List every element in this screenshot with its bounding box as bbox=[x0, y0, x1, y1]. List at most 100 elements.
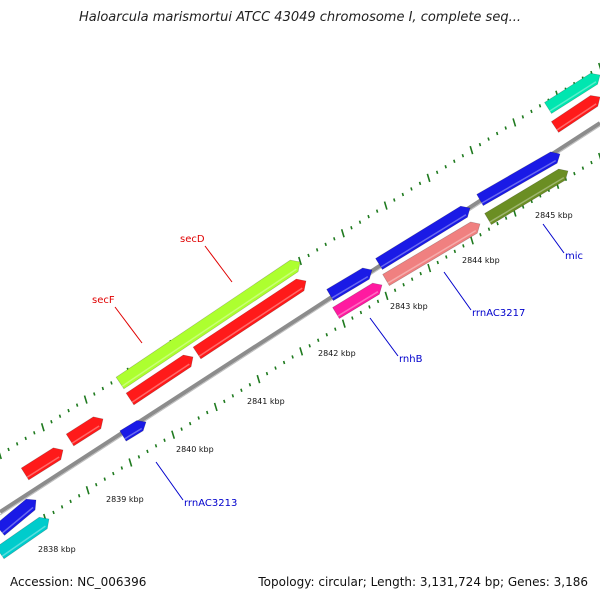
tick-mark bbox=[383, 201, 388, 210]
gene-label[interactable]: secD bbox=[180, 234, 205, 245]
tick-mark bbox=[95, 482, 98, 487]
tick-mark bbox=[538, 104, 542, 108]
tick-mark bbox=[445, 255, 448, 259]
tick-mark bbox=[410, 187, 413, 191]
tick-label: 2844 kbp bbox=[462, 256, 500, 265]
tick-mark bbox=[376, 299, 380, 304]
gene-feature[interactable] bbox=[0, 498, 37, 536]
gene-feature[interactable] bbox=[0, 516, 50, 560]
gene-feature[interactable] bbox=[115, 259, 301, 390]
tick-mark bbox=[461, 153, 465, 158]
tick-mark bbox=[69, 499, 72, 504]
gene-feature[interactable] bbox=[65, 416, 104, 447]
tick-label: 2841 kbp bbox=[247, 397, 285, 406]
tick-mark bbox=[15, 442, 19, 446]
tick-mark bbox=[402, 283, 405, 287]
gene-feature[interactable] bbox=[192, 278, 307, 360]
tick-mark bbox=[333, 237, 336, 241]
tick-mark bbox=[495, 131, 499, 136]
tick-mark bbox=[120, 466, 124, 470]
tick-mark bbox=[375, 209, 379, 213]
gene-feature[interactable] bbox=[119, 420, 147, 442]
outer-ticks bbox=[0, 62, 600, 460]
gene-feature[interactable] bbox=[476, 151, 561, 207]
tick-mark bbox=[60, 505, 64, 509]
gene-feature[interactable] bbox=[20, 447, 64, 481]
gene-feature-highlight bbox=[1, 525, 46, 557]
tick-mark bbox=[351, 316, 354, 320]
gene-feature-highlight bbox=[387, 230, 477, 284]
gene-feature-highlight bbox=[556, 103, 597, 131]
gene-feature[interactable] bbox=[544, 72, 600, 114]
tick-mark bbox=[307, 253, 310, 258]
tick-mark bbox=[248, 382, 252, 387]
gene-feature-highlight bbox=[71, 425, 100, 444]
tick-mark bbox=[188, 421, 192, 426]
tick-mark bbox=[573, 171, 576, 176]
tick-mark bbox=[462, 244, 465, 248]
tick-mark bbox=[469, 145, 474, 155]
gene-feature[interactable] bbox=[550, 95, 600, 133]
tick-mark bbox=[341, 319, 346, 328]
tick-mark bbox=[83, 395, 88, 404]
tick-mark bbox=[521, 205, 525, 209]
tick-mark bbox=[7, 447, 10, 452]
tick-mark bbox=[240, 388, 243, 392]
tick-mark bbox=[298, 256, 302, 266]
tick-mark bbox=[479, 233, 482, 237]
tick-mark bbox=[581, 166, 585, 170]
label-leader bbox=[114, 306, 143, 344]
tick-mark bbox=[504, 216, 508, 220]
tick-mark bbox=[265, 371, 269, 376]
tick-mark bbox=[317, 338, 320, 343]
tick-mark bbox=[33, 431, 36, 435]
gene-label[interactable]: rnhB bbox=[399, 354, 423, 365]
tick-mark bbox=[487, 137, 490, 141]
tick-mark bbox=[401, 192, 405, 197]
tick-mark bbox=[231, 394, 235, 398]
gene-feature-highlight bbox=[121, 268, 297, 387]
tick-mark bbox=[299, 347, 304, 356]
tick-mark bbox=[487, 227, 491, 231]
gene-feature-highlight bbox=[124, 427, 143, 440]
accession-text: Accession: NC_006396 bbox=[10, 575, 147, 589]
tick-mark bbox=[393, 198, 396, 202]
label-leader bbox=[369, 317, 399, 357]
tick-mark bbox=[418, 181, 422, 186]
label-leader bbox=[542, 223, 565, 254]
gene-feature[interactable] bbox=[484, 168, 569, 225]
tick-mark bbox=[85, 486, 90, 495]
gene-feature-highlight bbox=[131, 363, 190, 403]
gene-label[interactable]: rrnAC3213 bbox=[184, 498, 237, 509]
gene-feature[interactable] bbox=[382, 221, 481, 286]
tick-mark bbox=[453, 249, 457, 254]
tick-mark bbox=[590, 160, 593, 165]
gene-label[interactable]: mic bbox=[565, 251, 583, 262]
gene-feature-highlight bbox=[380, 214, 467, 268]
gene-feature[interactable] bbox=[326, 267, 373, 301]
gene-feature[interactable] bbox=[125, 354, 194, 406]
features bbox=[0, 72, 600, 560]
tick-mark bbox=[334, 327, 337, 331]
tick-mark bbox=[93, 392, 96, 396]
tick-mark bbox=[282, 360, 286, 365]
tick-mark bbox=[436, 260, 439, 265]
gene-label[interactable]: secF bbox=[92, 295, 115, 306]
tick-mark bbox=[40, 423, 45, 432]
gene-feature-highlight bbox=[1, 506, 34, 534]
tick-label: 2838 kbp bbox=[38, 545, 76, 554]
tick-label: 2839 kbp bbox=[106, 495, 144, 504]
tick-mark bbox=[598, 152, 600, 160]
gene-feature[interactable] bbox=[375, 205, 471, 270]
tick-mark bbox=[101, 386, 105, 391]
gene-feature[interactable] bbox=[332, 282, 383, 319]
tick-mark bbox=[367, 214, 370, 219]
tick-mark bbox=[52, 510, 55, 515]
gene-feature-highlight bbox=[198, 287, 303, 357]
gene-label[interactable]: rrnAC3217 bbox=[472, 308, 525, 319]
gene-feature-highlight bbox=[26, 456, 60, 478]
tick-labels: 2838 kbp 2839 kbp 2840 kbp 2841 kbp 2842 kbp… bbox=[38, 211, 573, 554]
gene-feature-highlight bbox=[481, 159, 557, 204]
tick-mark bbox=[419, 271, 422, 276]
